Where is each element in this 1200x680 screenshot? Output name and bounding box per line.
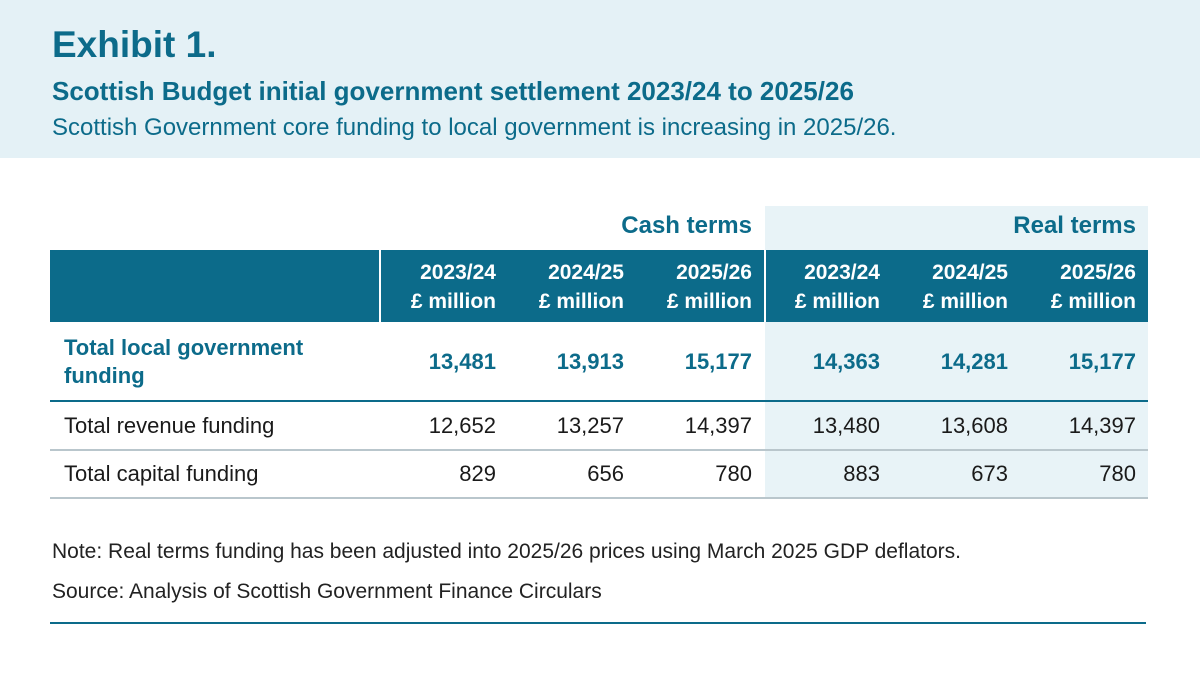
column-header-band (50, 250, 1148, 322)
table-cell: 12,652 (428, 413, 496, 438)
exhibit-label: Exhibit 1. (52, 24, 217, 65)
column-header-real-2023-24: 2023/24 £ million (794, 261, 880, 313)
row-label-total-local-government-funding: Total local government funding (64, 335, 304, 388)
table-cell: 673 (971, 461, 1008, 486)
table-cell: 13,481 (428, 349, 496, 374)
table-cell: 13,913 (556, 349, 624, 374)
table-cell: 14,281 (940, 349, 1008, 374)
row-divider (50, 400, 1148, 402)
table-cell: 14,363 (812, 349, 880, 374)
table-cell: 15,177 (684, 349, 752, 374)
table-cell: 14,397 (684, 413, 752, 438)
table-cell: 13,257 (556, 413, 624, 438)
column-header-real-2025-26: 2025/26 £ million (1050, 261, 1136, 313)
table-cell: 829 (459, 461, 496, 486)
table-cell: 13,480 (812, 413, 880, 438)
column-header-cash-2025-26: 2025/26 £ million (666, 261, 752, 313)
table-cell: 780 (715, 461, 752, 486)
table-note: Note: Real terms funding has been adjust… (52, 540, 961, 563)
column-divider (379, 250, 381, 322)
table-cell: 13,608 (940, 413, 1008, 438)
footer-rule (50, 622, 1146, 624)
row-label-total-revenue-funding: Total revenue funding (64, 413, 275, 438)
row-divider (50, 449, 1148, 451)
row-label-total-capital-funding: Total capital funding (64, 461, 259, 486)
table-cell: 656 (587, 461, 624, 486)
exhibit-title: Scottish Budget initial government settl… (52, 76, 854, 106)
column-divider (764, 250, 766, 322)
exhibit-subtitle: Scottish Government core funding to loca… (52, 114, 897, 141)
column-header-cash-2024-25: 2024/25 £ million (538, 261, 624, 313)
table-cell: 15,177 (1068, 349, 1136, 374)
group-header-cash-terms: Cash terms (621, 212, 752, 239)
column-header-real-2024-25: 2024/25 £ million (922, 261, 1008, 313)
table-cell: 14,397 (1068, 413, 1136, 438)
table-cell: 883 (843, 461, 880, 486)
table-cell: 780 (1099, 461, 1136, 486)
exhibit-header: Exhibit 1. Scottish Budget initial gover… (0, 0, 1200, 158)
table-source: Source: Analysis of Scottish Government … (52, 580, 602, 603)
column-header-cash-2023-24: 2023/24 £ million (410, 261, 496, 313)
group-header-real-terms: Real terms (1013, 212, 1136, 239)
row-divider (50, 497, 1148, 499)
